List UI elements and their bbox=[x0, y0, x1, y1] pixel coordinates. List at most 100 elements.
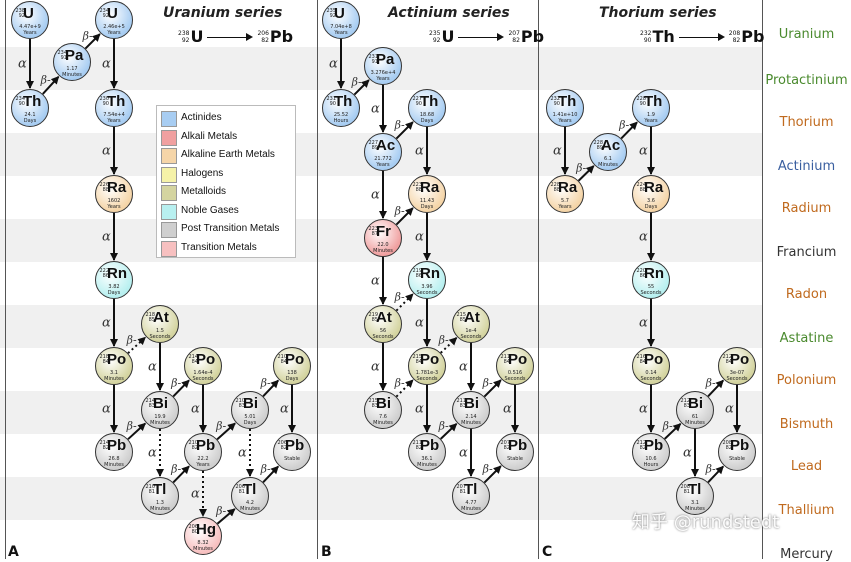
isotope-symbol: Po bbox=[107, 351, 127, 368]
isotope-node-a-po214: 214 84 Po 1.64e-4 Seconds bbox=[184, 347, 222, 385]
isotope-half-life-unit: Minutes bbox=[150, 506, 170, 512]
decay-mode-label: α bbox=[280, 402, 289, 417]
isotope-node-a-bi214: 214 83 Bi 19.9 Minutes bbox=[141, 391, 179, 429]
isotope-half-life-unit: Hours bbox=[643, 462, 659, 468]
isotope-node-c-po212: 212 84 Po 3e-07 Seconds bbox=[718, 347, 756, 385]
isotope-mass-number: 212 84 bbox=[722, 354, 732, 365]
isotope-mass-number: 228 90 bbox=[636, 96, 646, 107]
row-label-radium: Radium bbox=[781, 201, 832, 216]
isotope-half-life: 1602 bbox=[107, 198, 121, 204]
isotope-half-life-unit: Seconds bbox=[504, 376, 526, 382]
isotope-mass-number: 230 90 bbox=[99, 96, 109, 107]
isotope-half-life-unit: Seconds bbox=[726, 376, 748, 382]
isotope-symbol: Bi bbox=[153, 395, 168, 412]
isotope-symbol: Th bbox=[334, 93, 353, 110]
row-label-francium: Francium bbox=[776, 245, 837, 260]
isotope-symbol: Bi bbox=[688, 395, 703, 412]
isotope-mass-number: 218 85 bbox=[145, 312, 155, 323]
isotope-half-life: 6.1 bbox=[604, 156, 612, 162]
isotope-node-b-th231: 231 90 Th 25.52 Hours bbox=[322, 89, 360, 127]
isotope-mass-number: 216 84 bbox=[636, 354, 646, 365]
decay-mode-label: α bbox=[238, 446, 247, 461]
isotope-mass-number: 227 89 bbox=[368, 140, 378, 151]
eq-b-daughter-symbol: Pb bbox=[520, 27, 545, 46]
isotope-mass-number: 215 85 bbox=[456, 312, 466, 323]
isotope-node-a-bi210: 210 83 Bi 5.01 Days bbox=[231, 391, 269, 429]
legend-swatch bbox=[161, 111, 177, 127]
isotope-node-c-th232: 232 90 Th 1.41e+10 Years bbox=[546, 89, 584, 127]
panel-c-letter: C bbox=[542, 544, 553, 560]
isotope-node-b-bi211: 211 83 Bi 2.14 Minutes bbox=[452, 391, 490, 429]
decay-mode-label: α bbox=[102, 230, 111, 245]
decay-mode-label: α bbox=[148, 446, 157, 461]
isotope-symbol: Th bbox=[644, 93, 663, 110]
row-label-protactinium: Protactinium bbox=[765, 73, 848, 88]
isotope-half-life-unit: Seconds bbox=[149, 334, 171, 340]
isotope-node-a-tl206: 206 81 Tl 4.2 Minutes bbox=[231, 477, 269, 515]
decay-arrow-b-at219-to-b-rn219 bbox=[395, 293, 414, 312]
isotope-symbol: Ac bbox=[601, 137, 621, 154]
isotope-half-life: 4.2 bbox=[246, 500, 254, 506]
isotope-symbol: Bi bbox=[243, 395, 258, 412]
legend-item-alkaline-earth-metals: Alkaline Earth Metals bbox=[159, 147, 293, 165]
row-label-bismuth: Bismuth bbox=[779, 417, 834, 432]
isotope-half-life: 2.14 bbox=[465, 414, 477, 420]
isotope-mass-number: 215 83 bbox=[368, 398, 378, 409]
decay-mode-label: α bbox=[102, 316, 111, 331]
isotope-half-life: 4.47e+9 bbox=[19, 24, 41, 30]
isotope-half-life: 24.1 bbox=[24, 112, 36, 118]
isotope-half-life: 4.77 bbox=[465, 500, 477, 506]
isotope-half-life-unit: Days bbox=[420, 204, 434, 210]
isotope-symbol: At bbox=[376, 309, 392, 326]
isotope-symbol: Tl bbox=[688, 481, 702, 498]
legend-item-alkali-metals: Alkali Metals bbox=[159, 129, 293, 147]
isotope-mass-number: 218 84 bbox=[99, 354, 109, 365]
panel-c-equation: 232 90Th 208 82Pb bbox=[640, 26, 764, 46]
isotope-half-life-unit: Years bbox=[196, 462, 210, 468]
decay-arrow-b-bi215-to-b-po215 bbox=[395, 379, 414, 398]
isotope-half-life: 7.04e+8 bbox=[330, 24, 352, 30]
eq-c-arrow bbox=[678, 32, 725, 42]
decay-mode-label: α bbox=[329, 57, 338, 72]
decay-mode-label: β- bbox=[126, 419, 137, 432]
isotope-half-life-unit: Seconds bbox=[416, 290, 438, 296]
isotope-symbol: Pa bbox=[65, 47, 84, 64]
eq-b-parent-isotope: 235 92 bbox=[429, 29, 441, 44]
isotope-half-life: 7.6 bbox=[379, 414, 387, 420]
row-label-astatine: Astatine bbox=[779, 331, 834, 346]
isotope-half-life-unit: Minutes bbox=[598, 162, 618, 168]
isotope-half-life: 7.54e+4 bbox=[103, 112, 125, 118]
decay-arrow-b-tl207-to-b-pb207 bbox=[483, 465, 502, 484]
isotope-half-life: Stable bbox=[729, 456, 745, 462]
decay-mode-label: β- bbox=[575, 161, 586, 174]
decay-arrow-a-hg206-to-a-tl206 bbox=[216, 508, 236, 525]
isotope-mass-number: 223 88 bbox=[412, 182, 422, 193]
isotope-symbol: Tl bbox=[243, 481, 257, 498]
decay-mode-label: β- bbox=[351, 75, 362, 88]
isotope-half-life-unit: Minutes bbox=[104, 462, 124, 468]
isotope-mass-number: 208 81 bbox=[680, 484, 690, 495]
row-label-thallium: Thallium bbox=[778, 503, 835, 518]
isotope-symbol: Bi bbox=[464, 395, 479, 412]
isotope-mass-number: 206 81 bbox=[235, 484, 245, 495]
decay-mode-label: β- bbox=[662, 419, 673, 432]
decay-mode-label: α bbox=[683, 446, 692, 461]
isotope-node-b-at215: 215 85 At 1e-4 Seconds bbox=[452, 305, 490, 343]
panel-a-equation: 238 92U 206 82Pb bbox=[178, 26, 293, 46]
legend-swatch bbox=[161, 185, 177, 201]
isotope-symbol: U bbox=[334, 5, 345, 22]
panel-a-letter: A bbox=[8, 544, 19, 560]
isotope-symbol: Hg bbox=[196, 521, 216, 538]
isotope-half-life-unit: Minutes bbox=[373, 248, 393, 254]
decay-mode-label: α bbox=[725, 402, 734, 417]
isotope-node-b-rn219: 219 86 Rn 3.96 Seconds bbox=[408, 261, 446, 299]
isotope-half-life: 36.1 bbox=[421, 456, 433, 462]
isotope-symbol: Po bbox=[644, 351, 664, 368]
isotope-mass-number: 211 82 bbox=[412, 440, 422, 451]
decay-mode-label: β- bbox=[170, 462, 181, 475]
isotope-half-life: Stable bbox=[284, 456, 300, 462]
isotope-half-life: 138 bbox=[287, 370, 297, 376]
category-legend: Actinides Alkali Metals Alkaline Earth Met… bbox=[156, 105, 296, 258]
isotope-symbol: U bbox=[107, 5, 118, 22]
isotope-half-life: 22.0 bbox=[377, 242, 389, 248]
